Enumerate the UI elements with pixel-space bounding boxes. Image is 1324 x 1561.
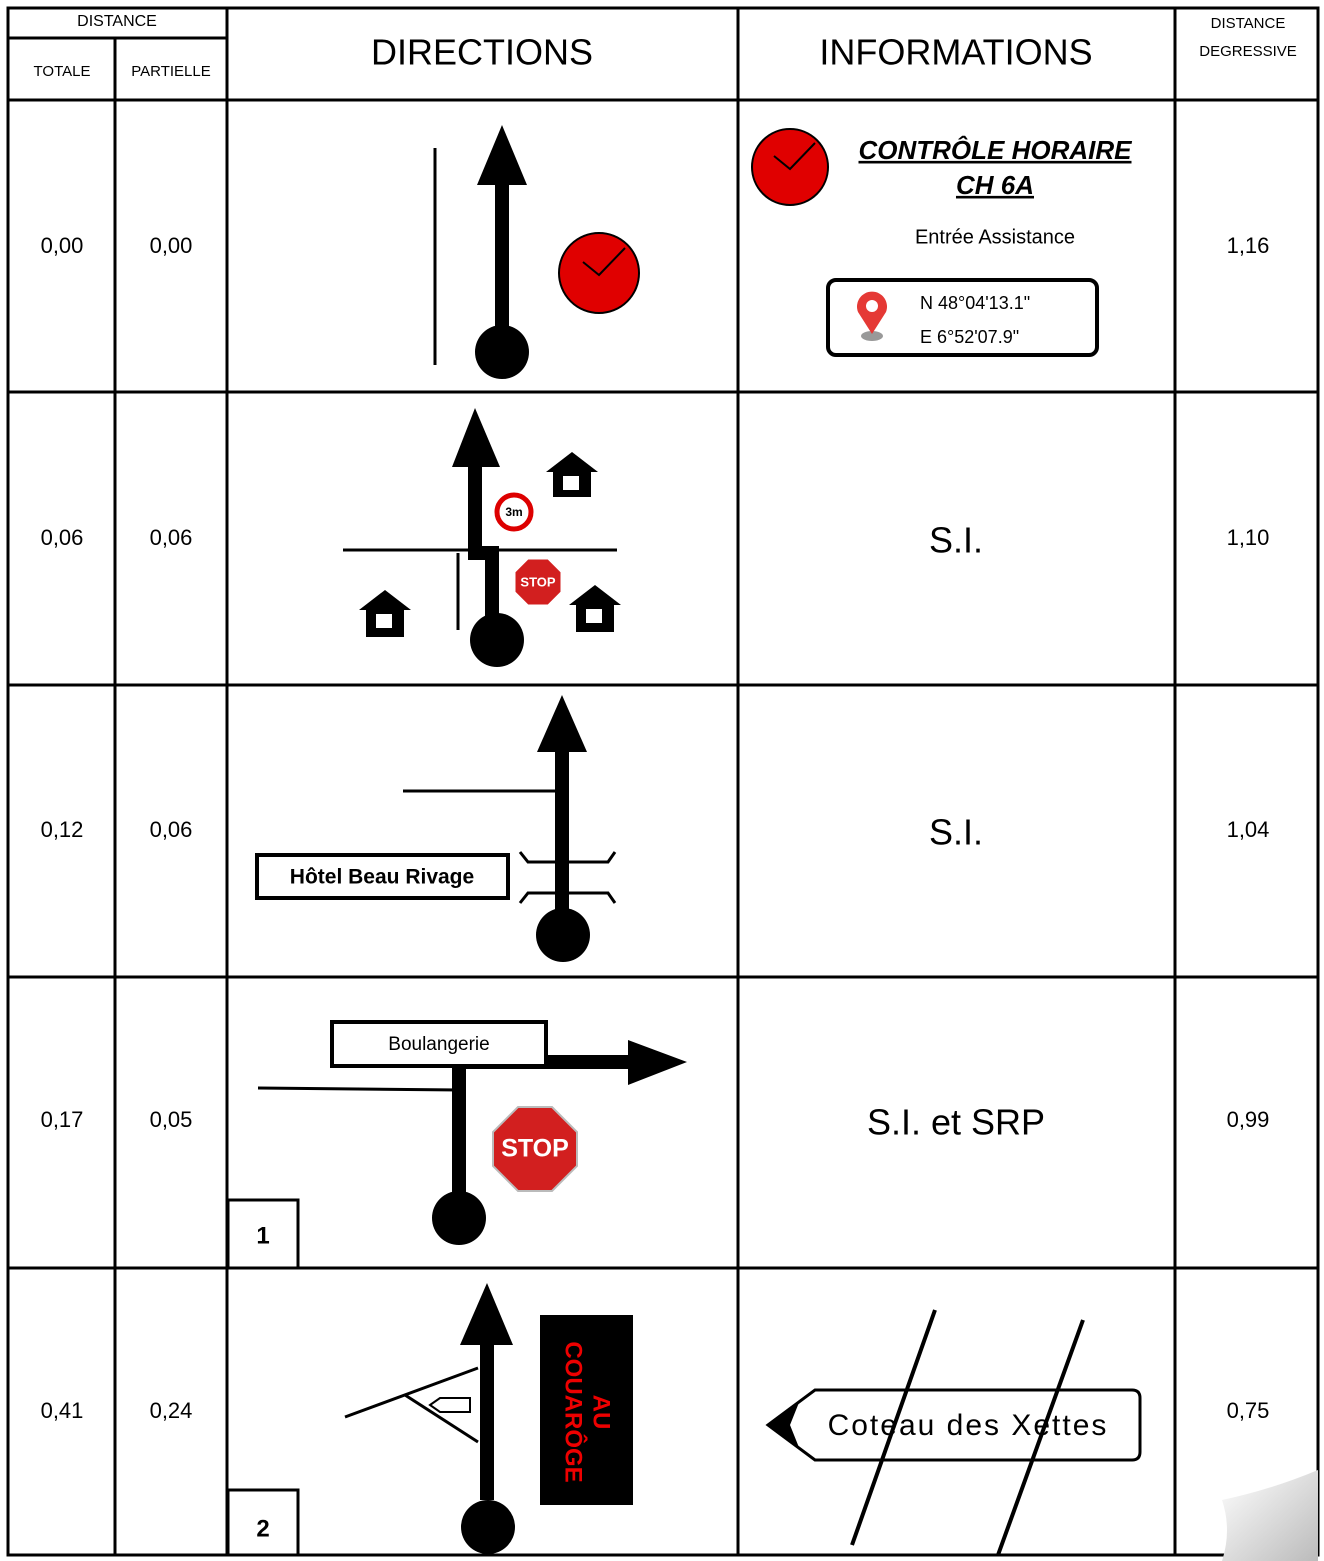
distance-degressive: 1,10 — [1227, 525, 1270, 550]
table-grid — [6, 6, 1320, 1557]
page-curl — [1222, 1470, 1318, 1561]
header-directions: DIRECTIONS — [371, 32, 593, 73]
distance-partielle: 0,00 — [150, 233, 193, 258]
gps-coordinate: N 48°04'13.1" — [920, 293, 1030, 313]
info-title: CONTRÔLE HORAIRE — [859, 135, 1133, 165]
direction-label: Boulangerie — [388, 1034, 489, 1055]
distance-totale: 0,12 — [41, 817, 84, 842]
clock-icon — [751, 128, 829, 206]
distance-totale: 0,17 — [41, 1107, 84, 1132]
sign-arrow — [768, 1400, 800, 1450]
strike-line — [996, 1319, 1085, 1556]
distance-partielle: 0,06 — [150, 817, 193, 842]
distance-degressive: 0,99 — [1227, 1107, 1270, 1132]
pin-icon — [857, 291, 887, 341]
header-distance: DISTANCE — [77, 13, 157, 30]
gps-coordinate: E 6°52'07.9" — [920, 327, 1019, 347]
step-number: 2 — [256, 1515, 269, 1542]
distance-partielle: 0,06 — [150, 525, 193, 550]
village-sign-text: COUARÔGE — [560, 1341, 588, 1482]
distance-degressive: 0,75 — [1227, 1398, 1270, 1423]
direction-diagram — [226, 1020, 687, 1270]
header-partielle: PARTIELLE — [131, 63, 210, 80]
info-text: S.I. et SRP — [867, 1102, 1045, 1143]
direction-diagram — [343, 408, 621, 667]
distance-partielle: 0,24 — [150, 1398, 193, 1423]
stop-sign-text: STOP — [520, 574, 555, 589]
distance-degressive: 1,16 — [1227, 233, 1270, 258]
header-totale: TOTALE — [34, 63, 91, 80]
row-cells: 0,00 0,00 1,16 0,06 0,06 1,10 S.I. 0,12 0,06 1,04… — [41, 233, 1270, 1423]
limit-sign-text: 3m — [505, 505, 522, 519]
distance-partielle: 0,05 — [150, 1107, 193, 1132]
direction-sign — [765, 1388, 1142, 1462]
direction-diagram — [433, 125, 640, 379]
direction-diagram — [255, 695, 617, 962]
info-title: CH 6A — [956, 170, 1034, 200]
distance-totale: 0,41 — [41, 1398, 84, 1423]
header-informations: INFORMATIONS — [819, 32, 1092, 73]
distance-totale: 0,00 — [41, 233, 84, 258]
strike-line — [850, 1309, 937, 1546]
step-number: 1 — [256, 1222, 269, 1249]
info-text: S.I. — [929, 520, 983, 561]
info-text: S.I. — [929, 812, 983, 853]
info-subtitle: Entrée Assistance — [915, 226, 1075, 248]
stop-sign-text: STOP — [501, 1135, 569, 1163]
direction-label: Hôtel Beau Rivage — [290, 866, 474, 889]
header-degressive: DEGRESSIVE — [1199, 43, 1297, 60]
distance-degressive: 1,04 — [1227, 817, 1270, 842]
header-degressive: DISTANCE — [1211, 15, 1286, 32]
direction-diagram — [226, 1283, 633, 1557]
gps-box — [826, 278, 1099, 357]
direction-sign-text: Coteau des Xettes — [828, 1409, 1109, 1442]
distance-totale: 0,06 — [41, 525, 84, 550]
village-sign-text: AU — [588, 1395, 615, 1430]
